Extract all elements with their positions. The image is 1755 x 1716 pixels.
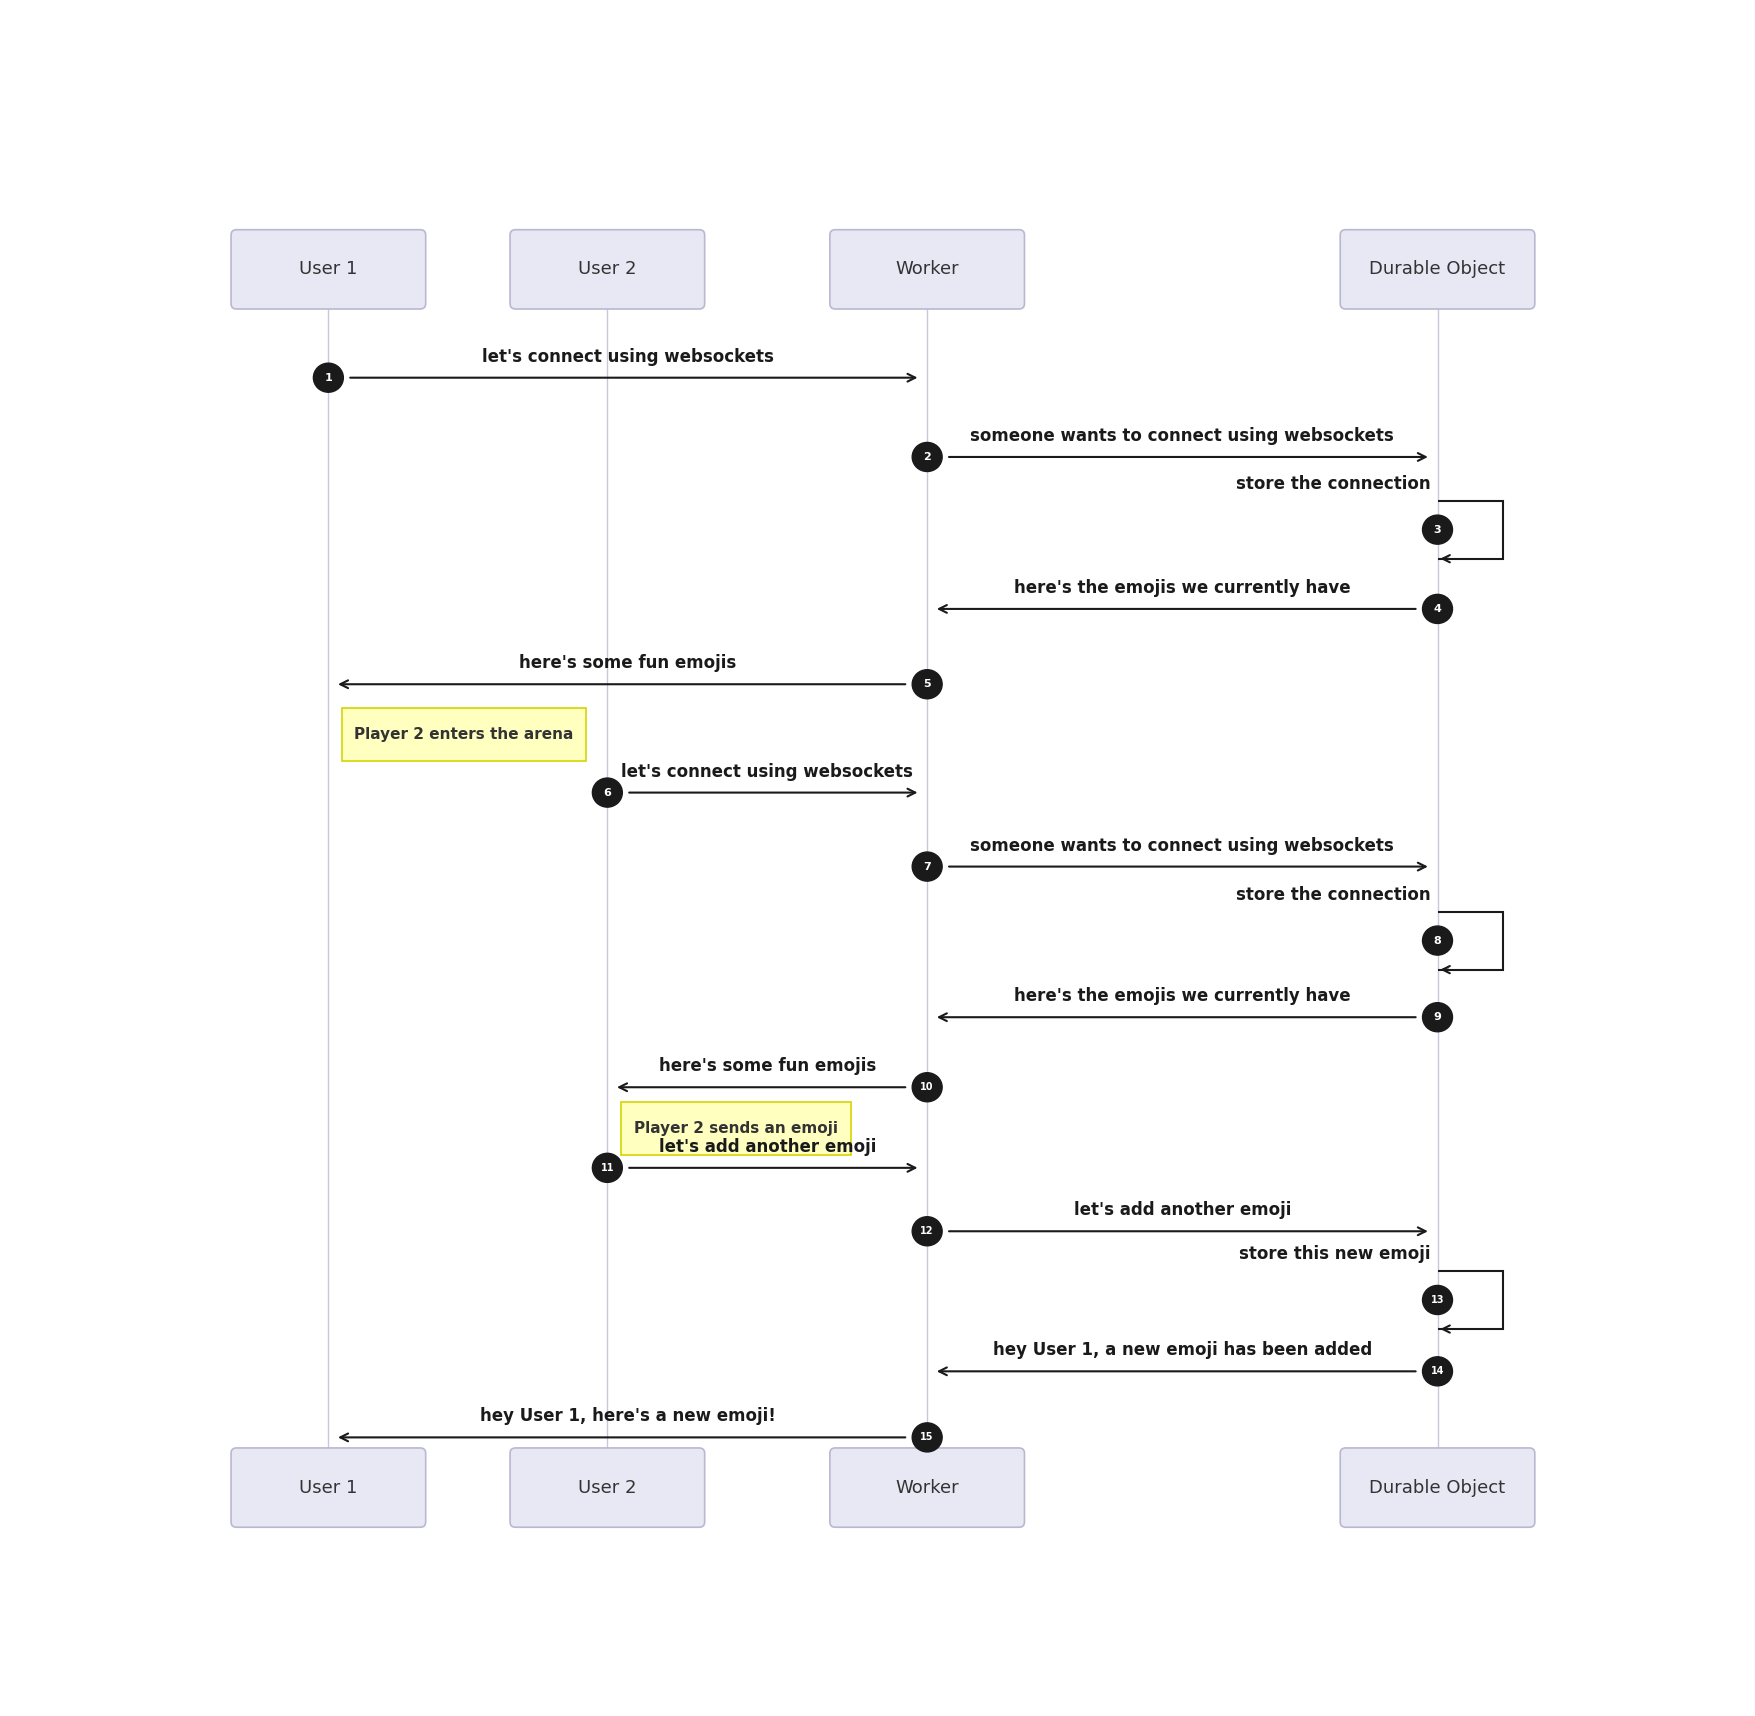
Circle shape xyxy=(911,1072,942,1102)
FancyBboxPatch shape xyxy=(621,1102,851,1155)
Circle shape xyxy=(1422,1002,1451,1031)
Text: someone wants to connect using websockets: someone wants to connect using websocket… xyxy=(971,837,1393,855)
Text: 15: 15 xyxy=(920,1433,934,1443)
Text: 6: 6 xyxy=(604,788,611,798)
Text: let's connect using websockets: let's connect using websockets xyxy=(481,348,774,366)
Text: User 1: User 1 xyxy=(298,261,358,278)
Text: store this new emoji: store this new emoji xyxy=(1239,1246,1430,1263)
FancyBboxPatch shape xyxy=(830,230,1023,309)
Text: hey User 1, a new emoji has been added: hey User 1, a new emoji has been added xyxy=(992,1342,1371,1359)
Circle shape xyxy=(911,853,942,880)
Text: 10: 10 xyxy=(920,1083,934,1093)
Text: Durable Object: Durable Object xyxy=(1369,261,1504,278)
Text: Player 2 enters the arena: Player 2 enters the arena xyxy=(355,728,574,741)
Circle shape xyxy=(1422,515,1451,544)
Text: Worker: Worker xyxy=(895,261,958,278)
Circle shape xyxy=(911,1217,942,1246)
FancyBboxPatch shape xyxy=(830,1448,1023,1527)
Text: here's some fun emojis: here's some fun emojis xyxy=(519,654,735,673)
Text: 14: 14 xyxy=(1430,1366,1443,1376)
Text: 4: 4 xyxy=(1432,604,1441,614)
Circle shape xyxy=(1422,1285,1451,1314)
Text: User 2: User 2 xyxy=(577,261,637,278)
FancyBboxPatch shape xyxy=(509,1448,704,1527)
Circle shape xyxy=(911,1423,942,1452)
Text: 1: 1 xyxy=(325,372,332,383)
Text: User 1: User 1 xyxy=(298,1479,358,1496)
Text: Player 2 sends an emoji: Player 2 sends an emoji xyxy=(634,1121,837,1136)
Text: 13: 13 xyxy=(1430,1296,1443,1304)
FancyBboxPatch shape xyxy=(232,230,425,309)
Text: hey User 1, here's a new emoji!: hey User 1, here's a new emoji! xyxy=(479,1407,776,1426)
Text: here's some fun emojis: here's some fun emojis xyxy=(658,1057,876,1076)
Text: let's connect using websockets: let's connect using websockets xyxy=(621,762,913,781)
Circle shape xyxy=(1422,927,1451,956)
Circle shape xyxy=(1422,1357,1451,1387)
Text: 2: 2 xyxy=(923,451,930,462)
Text: 3: 3 xyxy=(1432,525,1441,535)
Text: store the connection: store the connection xyxy=(1236,475,1430,492)
Text: 9: 9 xyxy=(1432,1012,1441,1023)
Text: User 2: User 2 xyxy=(577,1479,637,1496)
Text: 11: 11 xyxy=(600,1163,614,1172)
Text: someone wants to connect using websockets: someone wants to connect using websocket… xyxy=(971,427,1393,444)
Text: let's add another emoji: let's add another emoji xyxy=(658,1138,876,1157)
Text: store the connection: store the connection xyxy=(1236,885,1430,904)
Text: 8: 8 xyxy=(1432,935,1441,946)
FancyBboxPatch shape xyxy=(232,1448,425,1527)
Circle shape xyxy=(312,364,344,393)
FancyBboxPatch shape xyxy=(1339,230,1534,309)
Text: let's add another emoji: let's add another emoji xyxy=(1072,1201,1290,1220)
Circle shape xyxy=(591,777,621,807)
Circle shape xyxy=(911,443,942,472)
Circle shape xyxy=(1422,594,1451,623)
FancyBboxPatch shape xyxy=(509,230,704,309)
Text: Worker: Worker xyxy=(895,1479,958,1496)
Text: 7: 7 xyxy=(923,861,930,872)
FancyBboxPatch shape xyxy=(1339,1448,1534,1527)
Text: 5: 5 xyxy=(923,680,930,690)
Text: here's the emojis we currently have: here's the emojis we currently have xyxy=(1013,987,1350,1006)
Text: here's the emojis we currently have: here's the emojis we currently have xyxy=(1013,578,1350,597)
Circle shape xyxy=(911,669,942,698)
Text: Durable Object: Durable Object xyxy=(1369,1479,1504,1496)
Circle shape xyxy=(591,1153,621,1182)
Text: 12: 12 xyxy=(920,1227,934,1236)
FancyBboxPatch shape xyxy=(342,709,584,760)
